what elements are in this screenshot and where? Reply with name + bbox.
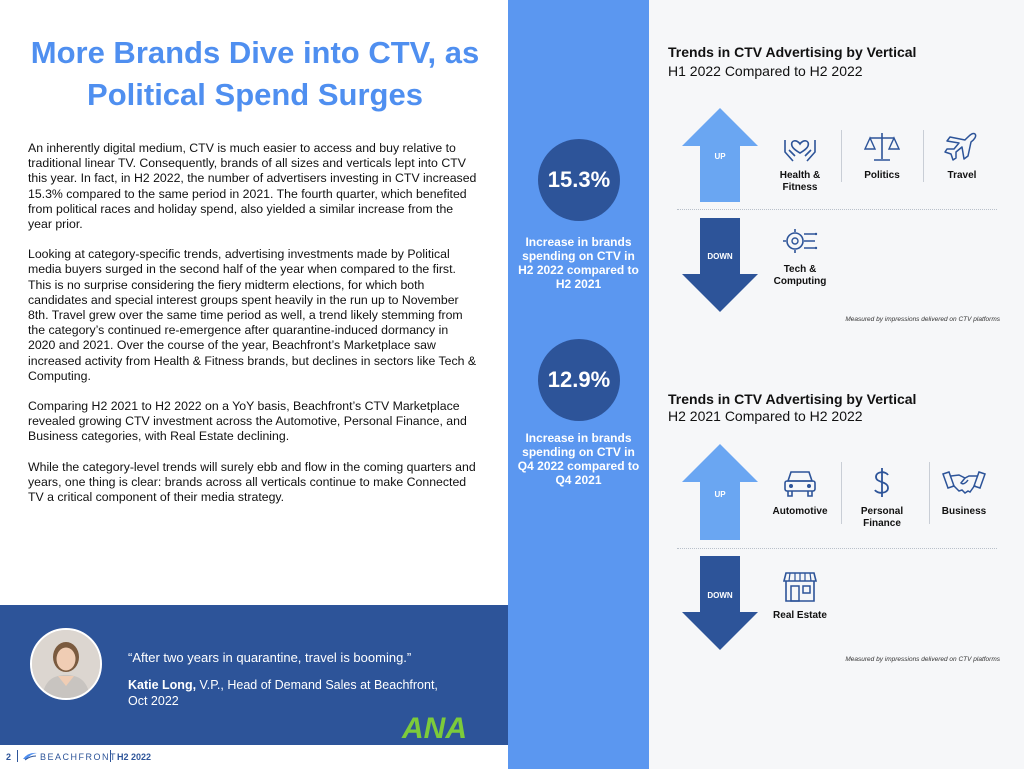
person-photo-icon bbox=[32, 630, 100, 698]
category-travel: Travel bbox=[929, 130, 995, 182]
up-label: UP bbox=[714, 490, 726, 499]
column-divider bbox=[841, 130, 842, 182]
handshake-icon bbox=[942, 471, 986, 494]
stats-column: 15.3% Increase in brands spending on CTV… bbox=[508, 0, 649, 769]
category-label: Personal Finance bbox=[860, 506, 904, 529]
down-arrow-icon bbox=[682, 556, 758, 650]
category-health-fitness: Health & Fitness bbox=[767, 130, 833, 194]
up-arrow-icon bbox=[682, 108, 758, 202]
footer-divider bbox=[110, 750, 111, 762]
up-label: UP bbox=[714, 152, 726, 161]
category-label: Real Estate bbox=[773, 610, 827, 621]
airplane-icon bbox=[944, 132, 977, 161]
down-arrow-icon bbox=[682, 218, 758, 312]
down-label: DOWN bbox=[707, 252, 733, 261]
category-politics: Politics bbox=[847, 130, 917, 182]
column-divider bbox=[841, 462, 842, 524]
measurement-note: Measured by impressions delivered on CTV… bbox=[845, 656, 1000, 663]
quote-author-name: Katie Long, bbox=[128, 678, 197, 692]
trends-column: Trends in CTV Advertising by Vertical H1… bbox=[649, 0, 1024, 769]
trends-title: Trends in CTV Advertising by Vertical bbox=[668, 44, 917, 60]
footer-period: H2 2022 bbox=[117, 752, 152, 762]
category-business: Business bbox=[931, 466, 997, 518]
hands-heart-icon bbox=[784, 140, 816, 162]
page-number: 2 bbox=[6, 752, 12, 762]
paragraph: Looking at category-specific trends, adv… bbox=[28, 247, 477, 383]
page-title: More Brands Dive into CTV, as Political … bbox=[30, 35, 480, 112]
category-label: Health & Fitness bbox=[779, 170, 821, 193]
section-divider bbox=[677, 548, 997, 549]
quote-text: “After two years in quarantine, travel i… bbox=[128, 650, 412, 665]
storefront-icon bbox=[782, 572, 818, 602]
column-divider bbox=[923, 130, 924, 182]
category-label: Automotive bbox=[772, 506, 828, 517]
paragraph: Comparing H2 2021 to H2 2022 on a YoY ba… bbox=[28, 399, 467, 444]
car-icon bbox=[784, 471, 816, 497]
down-label: DOWN bbox=[707, 591, 733, 600]
beachfront-logo-icon bbox=[23, 752, 37, 761]
chip-gear-icon bbox=[783, 229, 818, 253]
stat-description: Increase in brands spending on CTV in H2… bbox=[518, 235, 639, 291]
footer: 2 BEACHFRONT H2 2022 bbox=[0, 745, 508, 769]
quote-date: Oct 2022 bbox=[128, 694, 179, 708]
avatar bbox=[30, 628, 102, 700]
category-label: Business bbox=[941, 506, 987, 517]
up-arrow-icon bbox=[682, 444, 758, 540]
paragraph: While the category-level trends will sur… bbox=[28, 459, 476, 505]
category-label: Politics bbox=[864, 170, 900, 181]
quote-author: Katie Long, V.P., Head of Demand Sales a… bbox=[128, 677, 448, 709]
paragraph: An inherently digital medium, CTV is muc… bbox=[28, 141, 477, 232]
section-divider bbox=[677, 209, 997, 210]
article-body: An inherently digital medium, CTV is muc… bbox=[28, 141, 478, 520]
footer-brand: BEACHFRONT bbox=[40, 752, 118, 762]
stat-circle: 12.9% bbox=[538, 339, 620, 421]
category-automotive: Automotive bbox=[767, 466, 833, 518]
trends-subtitle: H2 2021 Compared to H2 2022 bbox=[668, 408, 863, 424]
stat-circle: 15.3% bbox=[538, 139, 620, 221]
category-tech-computing: Tech & Computing bbox=[767, 224, 833, 288]
ana-logo: ANA bbox=[402, 712, 467, 745]
trends-title: Trends in CTV Advertising by Vertical bbox=[668, 391, 917, 407]
stat-description: Increase in brands spending on CTV in Q4… bbox=[517, 431, 640, 487]
category-label: Travel bbox=[947, 170, 977, 181]
scales-icon bbox=[864, 133, 900, 161]
measurement-note: Measured by impressions delivered on CTV… bbox=[845, 316, 1000, 323]
column-divider bbox=[929, 462, 930, 524]
category-personal-finance: Personal Finance bbox=[847, 466, 917, 530]
trends-subtitle: H1 2022 Compared to H2 2022 bbox=[668, 63, 863, 79]
dollar-icon bbox=[874, 468, 889, 497]
category-label: Tech & Computing bbox=[773, 264, 827, 287]
quote-author-role: V.P., Head of Demand Sales at Beachfront… bbox=[199, 678, 438, 692]
category-real-estate: Real Estate bbox=[767, 570, 833, 622]
footer-divider bbox=[17, 750, 18, 762]
